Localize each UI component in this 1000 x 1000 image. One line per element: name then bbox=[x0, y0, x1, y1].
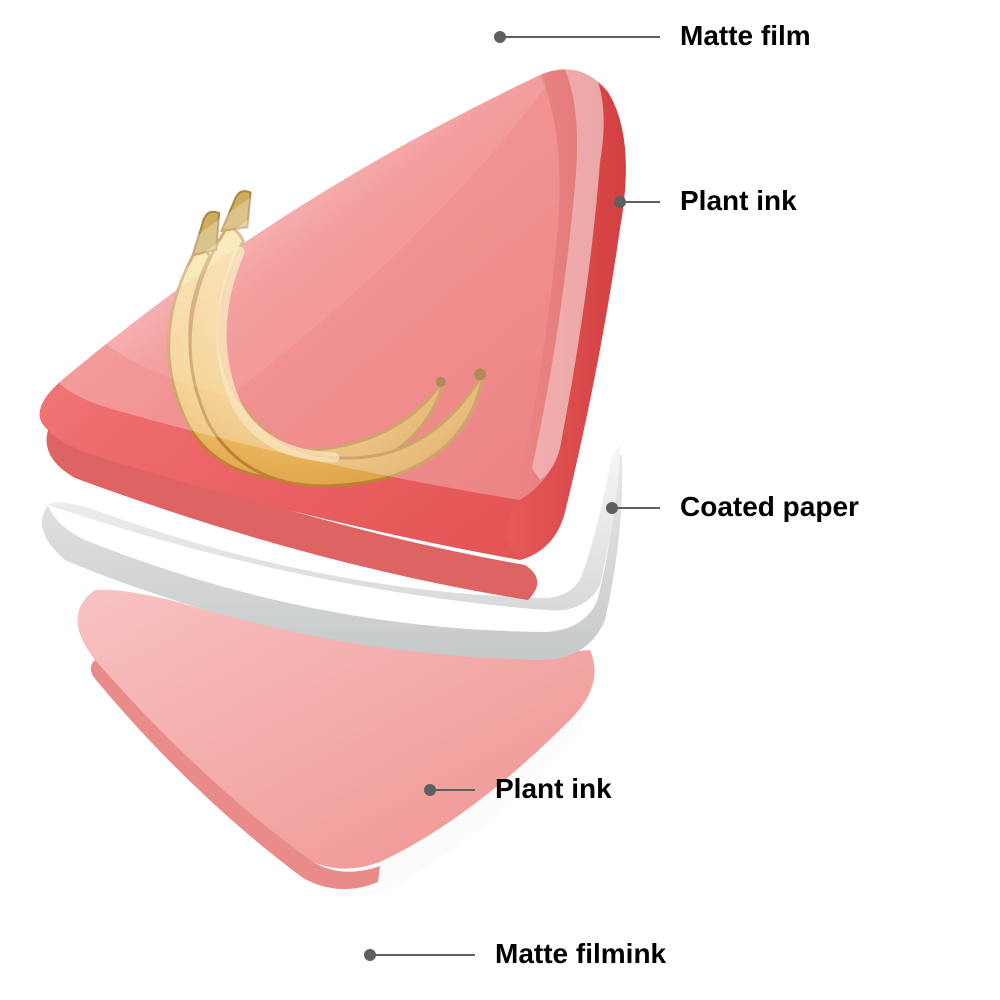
label-plant-ink-top: Plant ink bbox=[680, 185, 797, 217]
label-matte-film-top: Matte film bbox=[680, 20, 811, 52]
label-matte-film-bottom: Matte filmink bbox=[495, 938, 666, 970]
layered-material-diagram: Matte film Plant ink Coated paper Plant … bbox=[0, 0, 1000, 1000]
label-plant-ink-bottom: Plant ink bbox=[495, 773, 612, 805]
label-coated-paper: Coated paper bbox=[680, 491, 859, 523]
